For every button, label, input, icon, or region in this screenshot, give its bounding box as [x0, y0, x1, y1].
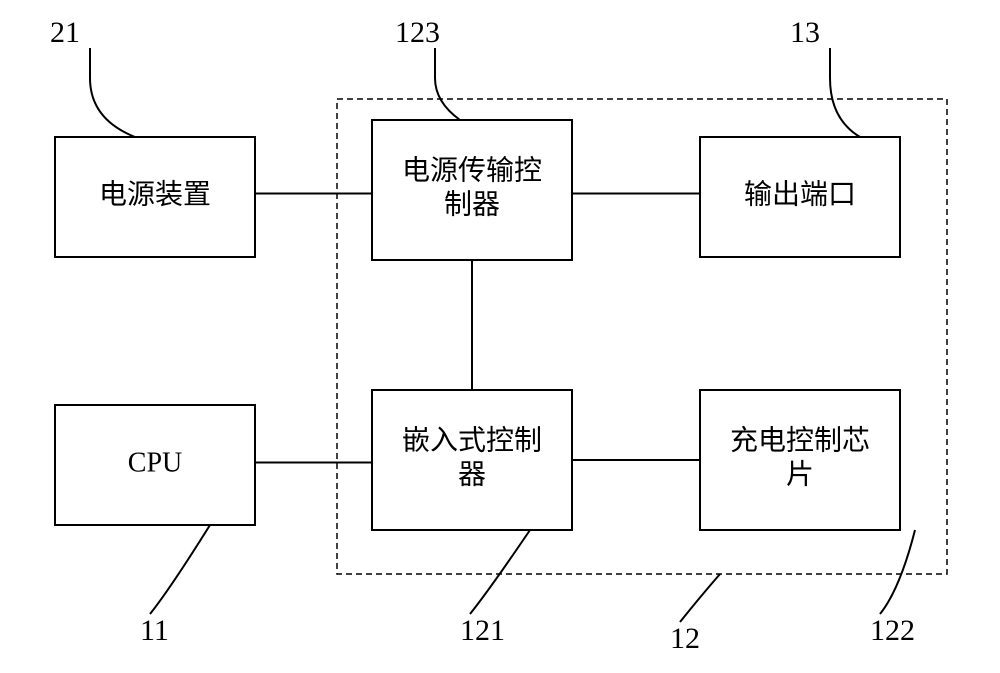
leader-122 — [880, 530, 915, 614]
leader-123 — [435, 48, 460, 120]
embedded_ctrl-label: 嵌入式控制 — [402, 424, 542, 456]
ref-label-21: 21 — [50, 16, 80, 49]
leader-12 — [680, 574, 720, 622]
pd_controller-label: 制器 — [444, 188, 500, 220]
embedded_ctrl-label: 器 — [458, 459, 486, 490]
ref-label-121: 121 — [460, 614, 505, 647]
output_port-label: 输出端口 — [744, 178, 856, 210]
ref-label-122: 122 — [870, 614, 915, 647]
leader-11 — [150, 525, 210, 614]
ref-label-13: 13 — [790, 16, 820, 49]
leader-121 — [470, 530, 530, 614]
ref-label-123: 123 — [395, 16, 440, 49]
ref-label-11: 11 — [140, 614, 169, 647]
leader-21 — [90, 48, 135, 137]
ref-label-12: 12 — [670, 622, 700, 655]
charge_chip-label: 充电控制芯 — [730, 424, 870, 456]
cpu-label: CPU — [128, 447, 182, 478]
leader-13 — [830, 48, 860, 137]
power_device-label: 电源装置 — [99, 178, 211, 210]
charge_chip-label: 片 — [786, 458, 814, 490]
pd_controller-label: 电源传输控 — [402, 154, 542, 186]
block-diagram: 电源装置 电源传输控制器 输出端口 CPU 嵌入式控制器 充电控制芯片 11 12 13 21 12… — [0, 0, 1000, 673]
